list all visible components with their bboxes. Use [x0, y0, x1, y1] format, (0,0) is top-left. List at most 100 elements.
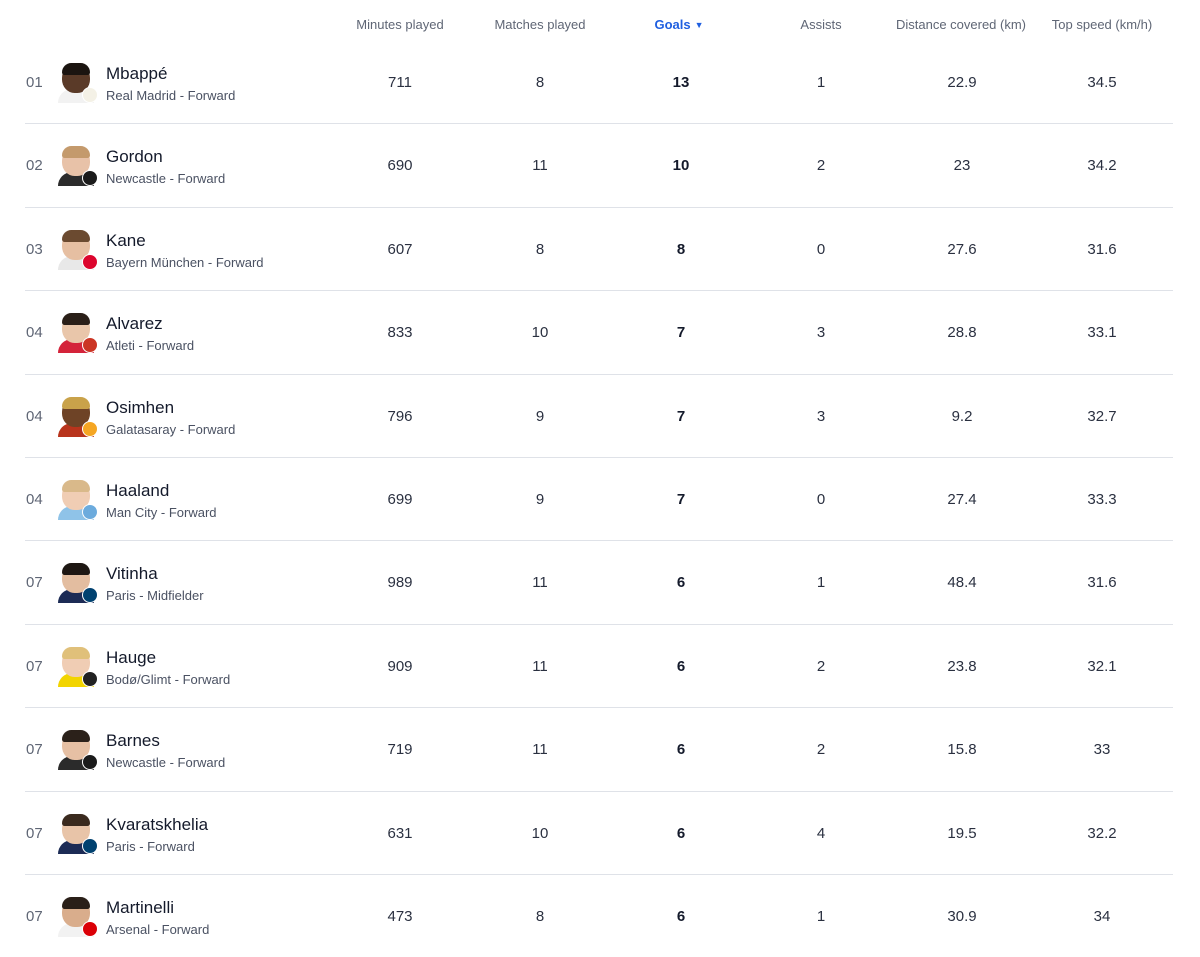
- rank-number: 07: [26, 657, 43, 675]
- club-badge-icon: [82, 87, 98, 103]
- table-row[interactable]: 04 Alvarez Atleti - Forward 833 10 7 3 28.8 33.1: [0, 291, 1200, 375]
- top-speed-cell: 34.5: [1087, 74, 1117, 91]
- column-header-distance-covered[interactable]: Distance covered (km): [895, 17, 1027, 32]
- player-avatar: [58, 896, 98, 937]
- player-name[interactable]: Osimhen: [106, 397, 175, 417]
- player-avatar: [58, 396, 98, 437]
- top-speed-cell: 34.2: [1087, 157, 1117, 175]
- minutes-played-cell: 909: [387, 657, 413, 675]
- player-avatar: [58, 229, 98, 270]
- player-name[interactable]: Mbappé: [106, 64, 168, 83]
- goals-cell: 6: [676, 907, 686, 925]
- player-name[interactable]: Kvaratskhelia: [106, 814, 209, 834]
- matches-played-cell: 8: [535, 74, 545, 91]
- assists-cell: 2: [816, 741, 826, 759]
- table-row[interactable]: 04 Osimhen Galatasaray - Forward 796 9 7 3 9.2 3…: [0, 375, 1200, 459]
- matches-played-cell: 9: [535, 490, 545, 508]
- rank-number: 04: [26, 490, 43, 508]
- minutes-played-cell: 833: [387, 324, 413, 342]
- minutes-played-cell: 719: [387, 741, 413, 759]
- player-hair: [62, 730, 90, 743]
- table-row[interactable]: 07 Barnes Newcastle - Forward 719 11 6 2 15.8 33: [0, 708, 1200, 792]
- player-hair: [62, 896, 90, 909]
- assists-cell: 1: [816, 74, 826, 91]
- table-row[interactable]: 07 Kvaratskhelia Paris - Forward 631 10 6 4 19.…: [0, 792, 1200, 876]
- top-speed-cell: 32.2: [1087, 824, 1117, 842]
- player-hair: [62, 646, 90, 659]
- club-badge-icon: [82, 837, 98, 854]
- rank-number: 07: [26, 574, 43, 592]
- column-header-assists[interactable]: Assists: [800, 17, 842, 32]
- club-badge-icon: [82, 587, 98, 604]
- player-team-position: Arsenal - Forward: [106, 921, 210, 937]
- top-speed-cell: 33.1: [1087, 324, 1117, 342]
- matches-played-cell: 11: [532, 741, 548, 759]
- table-row[interactable]: 03 Kane Bayern München - Forward 607 8 8 0 27.6…: [0, 208, 1200, 292]
- distance-covered-cell: 27.4: [947, 490, 977, 508]
- rank-number: 04: [26, 407, 43, 425]
- player-team-position: Bayern München - Forward: [106, 254, 264, 270]
- top-speed-cell: 31.6: [1087, 240, 1117, 258]
- player-name[interactable]: Haaland: [106, 480, 170, 500]
- rank-number: 02: [26, 157, 43, 175]
- player-avatar: [58, 479, 98, 520]
- player-name[interactable]: Alvarez: [106, 314, 163, 334]
- goals-cell: 6: [676, 574, 686, 592]
- column-header-goals[interactable]: Goals ▼: [609, 17, 749, 32]
- assists-cell: 3: [816, 407, 826, 425]
- rank-number: 03: [26, 240, 43, 258]
- assists-cell: 1: [816, 574, 826, 592]
- table-row[interactable]: 07 Hauge Bodø/Glimt - Forward 909 11 6 2 23.8 32…: [0, 625, 1200, 709]
- minutes-played-cell: 711: [388, 74, 412, 91]
- club-badge-icon: [82, 253, 98, 270]
- player-name[interactable]: Martinelli: [106, 897, 175, 917]
- table-row[interactable]: 07 Martinelli Arsenal - Forward 473 8 6 1 30.9 3…: [0, 875, 1200, 957]
- player-stats-table: 01 Mbappé Real Madrid - Forward 711 8 13 1 22.9…: [0, 41, 1200, 957]
- top-speed-cell: 31.6: [1087, 574, 1117, 592]
- minutes-played-cell: 690: [387, 157, 413, 175]
- table-row[interactable]: 01 Mbappé Real Madrid - Forward 711 8 13 1 22.9…: [0, 41, 1200, 125]
- player-name[interactable]: Kane: [106, 230, 146, 250]
- table-row[interactable]: 04 Haaland Man City - Forward 699 9 7 0 27.4 33.…: [0, 458, 1200, 542]
- assists-cell: 0: [816, 240, 826, 258]
- player-avatar: [58, 813, 98, 854]
- player-name[interactable]: Hauge: [106, 647, 157, 667]
- minutes-played-cell: 699: [387, 490, 413, 508]
- sort-descending-icon: ▼: [694, 20, 704, 30]
- table-row[interactable]: 02 Gordon Newcastle - Forward 690 11 10 2 23 34.…: [0, 124, 1200, 209]
- club-badge-icon: [82, 420, 98, 437]
- matches-played-cell: 10: [531, 824, 549, 842]
- player-name[interactable]: Barnes: [106, 731, 160, 751]
- goals-cell: 6: [676, 824, 686, 842]
- player-hair: [62, 479, 90, 492]
- column-header-top-speed[interactable]: Top speed (km/h): [1051, 17, 1153, 32]
- matches-played-cell: 11: [532, 574, 548, 592]
- club-badge-icon: [82, 337, 98, 354]
- goals-cell: 7: [676, 490, 686, 508]
- goals-cell: 13: [672, 74, 690, 91]
- distance-covered-cell: 48.4: [947, 574, 977, 592]
- goals-cell: 7: [676, 407, 686, 425]
- matches-played-cell: 8: [535, 907, 545, 925]
- player-name[interactable]: Gordon: [106, 147, 163, 167]
- column-header-minutes-played[interactable]: Minutes played: [356, 17, 444, 32]
- top-speed-cell: 33.3: [1087, 490, 1117, 508]
- column-header-matches-played[interactable]: Matches played: [494, 17, 586, 32]
- player-hair: [62, 563, 90, 576]
- player-avatar: [58, 63, 98, 103]
- matches-played-cell: 8: [535, 240, 545, 258]
- matches-played-cell: 9: [535, 407, 545, 425]
- player-hair: [62, 146, 90, 159]
- matches-played-cell: 11: [532, 657, 548, 675]
- club-badge-icon: [82, 920, 98, 937]
- player-team-position: Paris - Midfielder: [106, 588, 204, 604]
- minutes-played-cell: 989: [387, 574, 413, 592]
- assists-cell: 4: [816, 824, 826, 842]
- minutes-played-cell: 473: [387, 907, 413, 925]
- rank-number: 07: [26, 741, 43, 759]
- player-name[interactable]: Vitinha: [106, 564, 158, 584]
- player-team-position: Newcastle - Forward: [106, 171, 226, 187]
- table-row[interactable]: 07 Vitinha Paris - Midfielder 989 11 6 1 48.4 31…: [0, 541, 1200, 626]
- rank-number: 07: [26, 824, 43, 842]
- table-header: Minutes played Matches played Goals ▼ Ass…: [0, 0, 1200, 50]
